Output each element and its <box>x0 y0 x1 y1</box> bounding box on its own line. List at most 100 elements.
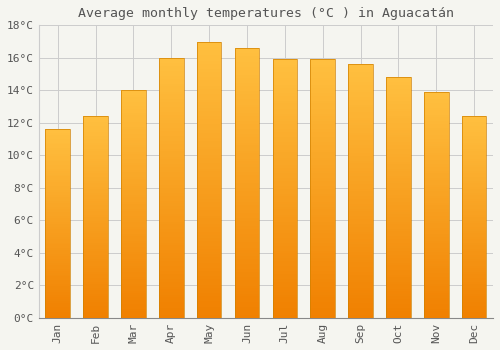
Bar <box>197 274 222 276</box>
Bar <box>197 97 222 100</box>
Bar <box>310 240 335 243</box>
Bar <box>197 80 222 83</box>
Bar <box>234 110 260 113</box>
Bar <box>159 154 184 157</box>
Bar <box>462 290 486 292</box>
Bar <box>159 167 184 170</box>
Bar <box>348 214 373 217</box>
Bar <box>159 84 184 86</box>
Bar <box>46 214 70 216</box>
Bar <box>272 235 297 238</box>
Bar <box>121 254 146 257</box>
Bar <box>386 116 410 118</box>
Bar <box>386 205 410 207</box>
Bar <box>197 89 222 91</box>
Bar <box>197 144 222 147</box>
Bar <box>46 252 70 254</box>
Bar <box>121 195 146 197</box>
Bar <box>424 221 448 223</box>
Bar <box>197 100 222 102</box>
Bar <box>234 242 260 245</box>
Bar <box>197 149 222 152</box>
Bar <box>121 307 146 309</box>
Bar <box>159 112 184 115</box>
Bar <box>46 191 70 194</box>
Bar <box>462 211 486 213</box>
Bar <box>348 209 373 211</box>
Bar <box>424 309 448 311</box>
Bar <box>197 58 222 61</box>
Bar <box>310 191 335 194</box>
Bar <box>424 97 448 99</box>
Bar <box>386 113 410 116</box>
Bar <box>234 307 260 310</box>
Bar <box>46 148 70 150</box>
Bar <box>462 132 486 134</box>
Bar <box>84 272 108 274</box>
Bar <box>121 199 146 202</box>
Bar <box>386 164 410 166</box>
Bar <box>121 202 146 204</box>
Bar <box>348 191 373 194</box>
Bar <box>386 248 410 251</box>
Bar <box>84 142 108 145</box>
Bar <box>462 221 486 223</box>
Bar <box>234 159 260 161</box>
Bar <box>159 310 184 313</box>
Bar <box>462 223 486 225</box>
Bar <box>159 287 184 289</box>
Bar <box>424 128 448 130</box>
Bar <box>159 58 184 318</box>
Bar <box>424 252 448 255</box>
Bar <box>197 111 222 113</box>
Bar <box>310 85 335 88</box>
Bar <box>348 229 373 232</box>
Bar <box>84 243 108 245</box>
Bar <box>197 116 222 119</box>
Bar <box>159 313 184 315</box>
Bar <box>121 240 146 243</box>
Bar <box>386 210 410 212</box>
Bar <box>462 169 486 171</box>
Bar <box>424 214 448 216</box>
Bar <box>348 189 373 191</box>
Bar <box>121 277 146 279</box>
Bar <box>159 196 184 198</box>
Bar <box>121 302 146 304</box>
Bar <box>272 230 297 233</box>
Bar <box>272 166 297 168</box>
Bar <box>46 175 70 176</box>
Bar <box>159 297 184 300</box>
Bar <box>272 119 297 121</box>
Bar <box>121 179 146 181</box>
Bar <box>424 169 448 171</box>
Bar <box>84 312 108 314</box>
Bar <box>46 194 70 195</box>
Bar <box>84 161 108 163</box>
Bar <box>348 234 373 237</box>
Bar <box>272 96 297 98</box>
Bar <box>159 268 184 271</box>
Bar <box>424 191 448 194</box>
Bar <box>348 133 373 135</box>
Bar <box>424 288 448 291</box>
Bar <box>462 191 486 193</box>
Bar <box>121 125 146 127</box>
Bar <box>272 129 297 132</box>
Bar <box>310 142 335 145</box>
Bar <box>272 202 297 204</box>
Bar <box>310 140 335 142</box>
Bar <box>348 69 373 72</box>
Bar <box>462 233 486 235</box>
Bar <box>121 134 146 136</box>
Bar <box>462 155 486 157</box>
Bar <box>121 272 146 275</box>
Bar <box>234 161 260 164</box>
Bar <box>159 190 184 193</box>
Bar <box>386 159 410 162</box>
Bar <box>462 237 486 239</box>
Bar <box>462 258 486 259</box>
Bar <box>84 213 108 215</box>
Bar <box>159 263 184 266</box>
Bar <box>234 62 260 64</box>
